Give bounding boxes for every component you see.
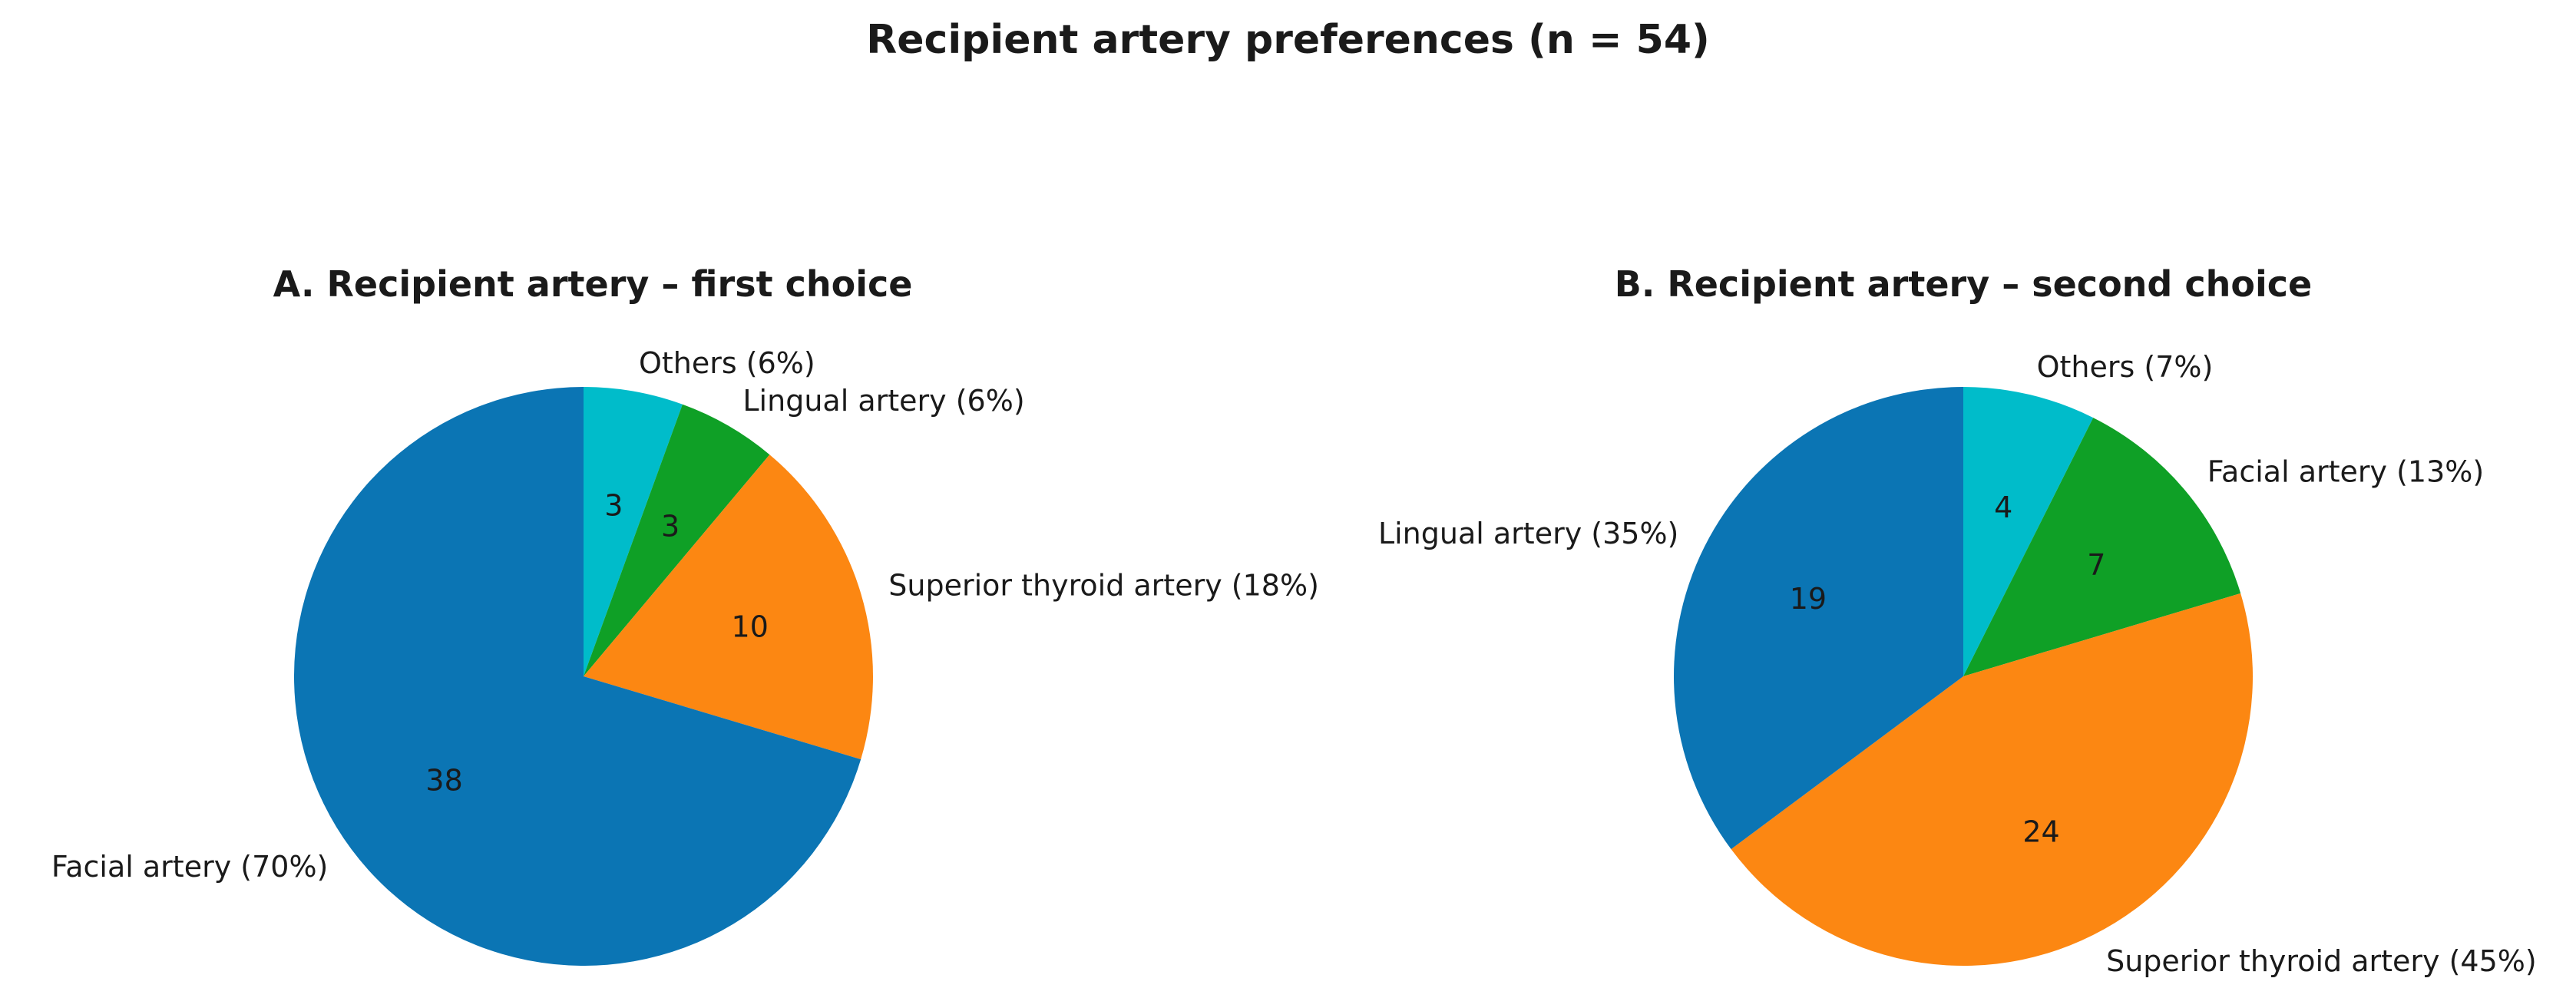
pie-a-value-others: 3: [604, 489, 623, 523]
pie-b-label-others: Others (7%): [2037, 350, 2214, 384]
panel-a-title: A. Recipient artery – first choice: [273, 263, 913, 305]
pie-b-slice-facial-artery: [1963, 418, 2241, 676]
pie-a-slice-facial-artery: [293, 387, 861, 966]
pie-a-label-lingual-artery: Lingual artery (6%): [742, 384, 1024, 418]
pie-a-slice-others: [584, 387, 683, 676]
pie-b-label-lingual-artery: Lingual artery (35%): [1378, 517, 1678, 550]
pie-b-value-others: 4: [1994, 491, 2012, 524]
figure-title: Recipient artery preferences (n = 54): [866, 17, 1710, 63]
pie-b-value-superior-thyroid-artery: 24: [2022, 815, 2059, 848]
panel-b-title: B. Recipient artery – second choice: [1614, 263, 2313, 305]
pie-a-slice-superior-thyroid-artery: [584, 454, 873, 760]
pie-a-label-facial-artery: Facial artery (70%): [51, 850, 329, 884]
pie-b-slice-others: [1963, 387, 2094, 676]
pie-a-value-facial-artery: 38: [425, 763, 462, 797]
pie-b-label-superior-thyroid-artery: Superior thyroid artery (45%): [2106, 944, 2537, 978]
pie-b-slice-lingual-artery: [1673, 387, 1963, 850]
pie-b-label-facial-artery: Facial artery (13%): [2207, 455, 2485, 489]
pie-a-label-superior-thyroid-artery: Superior thyroid artery (18%): [888, 568, 1319, 602]
pie-b-slice-superior-thyroid-artery: [1731, 593, 2253, 966]
pie-b-value-lingual-artery: 19: [1790, 582, 1827, 616]
pie-a-slice-lingual-artery: [584, 404, 770, 676]
pie-b-value-facial-artery: 7: [2087, 548, 2105, 582]
pie-a-label-others: Others (6%): [639, 346, 815, 380]
pie-a-value-lingual-artery: 3: [661, 509, 680, 543]
pie-a-value-superior-thyroid-artery: 10: [732, 610, 769, 643]
